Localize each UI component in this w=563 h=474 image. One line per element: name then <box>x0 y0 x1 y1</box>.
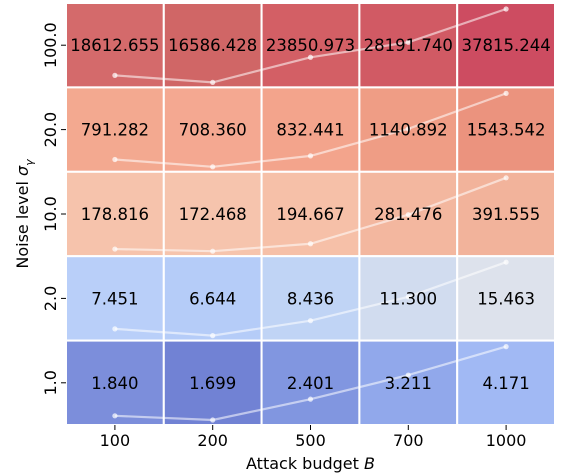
y-tick-label: 2.0 <box>41 286 60 311</box>
cell-value-label: 6.644 <box>189 289 236 308</box>
trend-point <box>210 79 216 85</box>
trend-point <box>405 372 411 378</box>
trend-point <box>210 248 216 254</box>
x-tick-label: 500 <box>295 431 326 450</box>
cell-value-label: 16586.428 <box>168 36 257 55</box>
trend-point <box>503 259 509 265</box>
cell-value-label: 1.699 <box>189 374 236 393</box>
cell-value-label: 15.463 <box>477 289 535 308</box>
cell-value-label: 37815.244 <box>461 36 550 55</box>
x-tick-label: 100 <box>100 431 131 450</box>
cell-value-label: 1543.542 <box>467 121 546 140</box>
trend-point <box>405 212 411 218</box>
row-trend-lines <box>112 6 509 423</box>
trend-point <box>405 39 411 45</box>
trend-point <box>405 294 411 300</box>
cell-value-label: 172.468 <box>179 205 247 224</box>
trend-point <box>210 333 216 339</box>
cell-value-label: 791.282 <box>81 121 149 140</box>
cell-value-label: 832.441 <box>276 121 344 140</box>
cell-value-label: 391.555 <box>472 205 540 224</box>
trend-point <box>307 54 314 60</box>
y-tick-label: 100.0 <box>41 22 60 68</box>
cell-value-label: 23850.973 <box>266 36 355 55</box>
trend-point <box>503 175 509 181</box>
cell-value-label: 1140.892 <box>369 121 448 140</box>
heatmap-cell <box>65 339 165 427</box>
trend-point <box>307 153 314 159</box>
trend-point <box>112 413 118 419</box>
heatmap-cell <box>162 339 263 427</box>
cell-value-label: 7.451 <box>91 289 138 308</box>
cell-value-label: 18612.655 <box>70 36 159 55</box>
heatmap-cell <box>456 255 557 342</box>
trend-point <box>307 396 314 402</box>
x-tick-label: 200 <box>197 431 228 450</box>
trend-point <box>210 164 216 170</box>
heatmap-cell <box>162 255 263 342</box>
trend-point <box>112 326 118 332</box>
trend-point <box>210 417 216 423</box>
y-tick-label: 10.0 <box>41 196 60 232</box>
x-axis-label: Attack budget B <box>246 454 375 473</box>
heatmap-cell <box>162 170 263 258</box>
cell-value-label: 1.840 <box>91 374 138 393</box>
cell-value-label: 178.816 <box>81 205 149 224</box>
trend-point <box>503 6 509 12</box>
cell-value-label: 281.476 <box>374 205 442 224</box>
y-tick-label: 1.0 <box>41 370 60 395</box>
y-axis: 100.0 20.0 10.0 2.0 1.0 <box>41 22 66 396</box>
cell-value-label: 11.300 <box>379 289 437 308</box>
trend-point <box>112 246 118 252</box>
trend-point <box>503 90 509 96</box>
cell-value-label: 8.436 <box>287 289 334 308</box>
x-tick-label: 1000 <box>486 431 527 450</box>
trend-point <box>405 126 411 132</box>
y-axis-label: Noise level σγ <box>13 159 36 269</box>
cell-value-label: 4.171 <box>482 374 529 393</box>
heatmap-cell <box>456 86 557 173</box>
cell-value-label: 194.667 <box>276 205 344 224</box>
trend-point <box>307 241 314 247</box>
cell-value-label: 2.401 <box>287 374 334 393</box>
trend-point <box>112 72 118 78</box>
trend-point <box>112 156 118 163</box>
cell-value-label: 28191.740 <box>364 36 453 55</box>
cell-value-label: 3.211 <box>385 374 432 393</box>
heatmap-cell <box>260 339 361 427</box>
trend-point <box>503 344 509 350</box>
cell-value-label: 708.360 <box>179 121 247 140</box>
heatmap-cell <box>358 170 459 258</box>
y-tick-label: 20.0 <box>41 112 60 148</box>
x-axis: 100 200 500 700 1000 <box>100 425 527 450</box>
cell-value-labels: 18612.655 16586.428 23850.973 28191.740 3781… <box>70 36 550 393</box>
trend-point <box>307 318 314 324</box>
x-tick-label: 700 <box>393 431 424 450</box>
